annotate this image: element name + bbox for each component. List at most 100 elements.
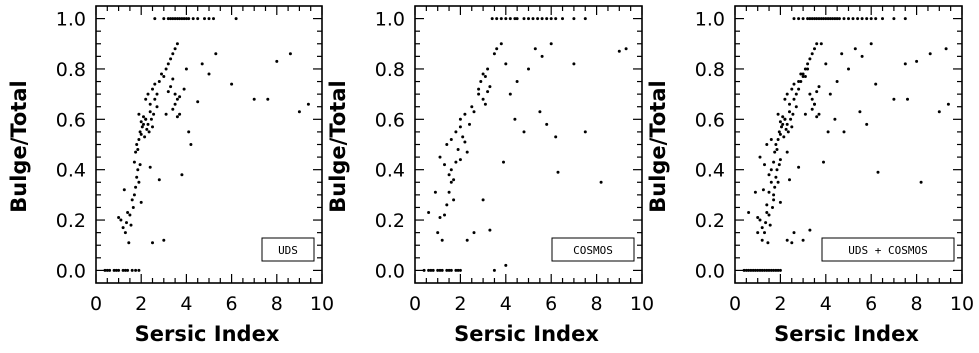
data-point — [187, 17, 191, 21]
data-point — [103, 268, 107, 272]
data-point — [438, 216, 442, 219]
data-point — [869, 17, 873, 21]
data-point — [119, 218, 123, 222]
data-point — [178, 95, 182, 99]
data-point — [556, 170, 560, 174]
data-point — [117, 216, 121, 219]
data-point — [837, 17, 841, 21]
data-point — [784, 127, 788, 131]
x-axis-title: Sersic Index — [135, 322, 280, 346]
data-point — [817, 17, 821, 21]
data-point — [129, 223, 133, 227]
data-point — [465, 238, 469, 242]
y-tick-label: 0.4 — [695, 160, 725, 182]
data-point — [765, 143, 769, 146]
data-point — [808, 17, 812, 21]
data-point — [173, 92, 177, 96]
data-point — [797, 165, 801, 169]
data-point — [139, 200, 143, 204]
data-point — [207, 17, 211, 21]
data-point — [275, 59, 279, 63]
data-point — [865, 17, 869, 21]
data-point — [785, 238, 789, 242]
legend-box — [821, 237, 955, 262]
data-point — [126, 211, 130, 214]
data-point — [819, 42, 823, 46]
y-tick-label: 0.0 — [695, 260, 725, 282]
data-point — [774, 143, 778, 146]
data-point — [782, 135, 786, 139]
data-point — [440, 268, 444, 272]
data-point — [767, 190, 771, 194]
data-point — [915, 59, 919, 63]
data-point — [749, 268, 753, 272]
data-point — [758, 155, 762, 159]
data-point — [166, 17, 170, 21]
data-point — [538, 110, 542, 114]
data-point — [508, 17, 512, 21]
data-point — [169, 17, 173, 21]
data-point — [828, 92, 832, 96]
data-point — [443, 213, 446, 217]
x-tick-label: 2 — [774, 293, 786, 315]
data-point — [157, 80, 161, 83]
data-point — [443, 163, 446, 167]
data-point — [776, 112, 780, 116]
data-point — [499, 17, 503, 21]
data-point — [136, 148, 140, 151]
data-point — [488, 228, 492, 232]
data-point — [203, 17, 206, 21]
y-tick-label: 0.6 — [56, 109, 86, 131]
data-point — [252, 97, 256, 101]
data-point — [788, 102, 791, 106]
data-point — [436, 231, 440, 235]
x-tick-label: 6 — [545, 293, 557, 315]
data-point — [785, 122, 789, 126]
data-point — [758, 268, 762, 272]
data-point — [440, 238, 444, 242]
data-point — [126, 268, 130, 272]
data-point — [187, 130, 191, 134]
data-point — [142, 122, 145, 126]
data-point — [472, 231, 476, 235]
data-point — [132, 160, 136, 164]
data-point — [810, 52, 814, 56]
data-point — [819, 17, 823, 21]
data-point — [149, 117, 153, 121]
data-point — [297, 110, 301, 114]
panel-uds: 0 2 4 6 8 10 0.0 0.2 0.4 0.6 0.8 1.0 Sersic Index Bul… — [7, 5, 334, 346]
data-point — [175, 97, 179, 101]
data-point — [756, 216, 760, 219]
data-point — [142, 115, 145, 119]
data-point — [138, 163, 142, 167]
data-point — [533, 47, 537, 51]
data-point — [797, 87, 801, 91]
data-point — [822, 17, 825, 21]
data-point — [761, 188, 765, 192]
data-point — [504, 263, 508, 267]
data-point — [123, 231, 127, 235]
data-point — [481, 72, 485, 76]
data-point — [137, 112, 141, 116]
data-point — [766, 241, 770, 245]
x-tick-label: 0 — [90, 293, 102, 315]
data-point — [429, 268, 433, 272]
x-tick-label: 8 — [591, 293, 603, 315]
data-point — [765, 203, 769, 207]
data-point — [817, 112, 821, 116]
data-point — [477, 92, 481, 96]
data-point — [436, 268, 440, 272]
data-point — [499, 42, 503, 46]
data-point — [184, 17, 188, 21]
data-point — [139, 132, 143, 136]
data-point — [153, 97, 157, 101]
data-point — [135, 143, 139, 146]
data-point — [153, 17, 157, 21]
data-point — [182, 87, 186, 91]
data-point — [151, 241, 154, 245]
x-tick-label: 4 — [500, 293, 512, 315]
data-point — [756, 268, 760, 272]
data-point — [153, 82, 157, 86]
data-point — [763, 268, 766, 272]
